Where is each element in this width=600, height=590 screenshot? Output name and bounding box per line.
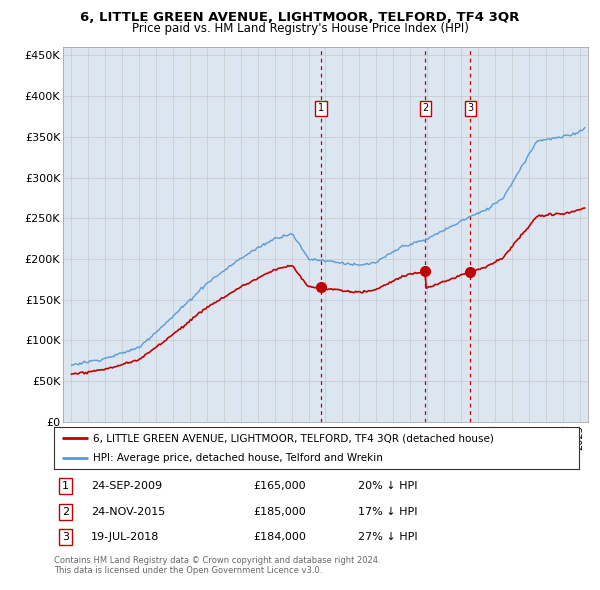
Text: 24-NOV-2015: 24-NOV-2015 [91,507,165,517]
Text: This data is licensed under the Open Government Licence v3.0.: This data is licensed under the Open Gov… [54,566,322,575]
Text: Price paid vs. HM Land Registry's House Price Index (HPI): Price paid vs. HM Land Registry's House … [131,22,469,35]
Text: 3: 3 [467,103,473,113]
Text: HPI: Average price, detached house, Telford and Wrekin: HPI: Average price, detached house, Telf… [94,454,383,463]
Text: 19-JUL-2018: 19-JUL-2018 [91,532,159,542]
Text: 27% ↓ HPI: 27% ↓ HPI [359,532,418,542]
Text: 24-SEP-2009: 24-SEP-2009 [91,481,162,491]
Text: 2: 2 [422,103,428,113]
Text: 2: 2 [62,507,69,517]
Text: £184,000: £184,000 [254,532,307,542]
Text: 1: 1 [318,103,324,113]
Text: 20% ↓ HPI: 20% ↓ HPI [359,481,418,491]
Text: 17% ↓ HPI: 17% ↓ HPI [359,507,418,517]
Text: 3: 3 [62,532,69,542]
Text: 6, LITTLE GREEN AVENUE, LIGHTMOOR, TELFORD, TF4 3QR (detached house): 6, LITTLE GREEN AVENUE, LIGHTMOOR, TELFO… [94,434,494,444]
Text: £165,000: £165,000 [254,481,306,491]
Text: Contains HM Land Registry data © Crown copyright and database right 2024.: Contains HM Land Registry data © Crown c… [54,556,380,565]
Text: 6, LITTLE GREEN AVENUE, LIGHTMOOR, TELFORD, TF4 3QR: 6, LITTLE GREEN AVENUE, LIGHTMOOR, TELFO… [80,11,520,24]
Text: 1: 1 [62,481,69,491]
Text: £185,000: £185,000 [254,507,306,517]
